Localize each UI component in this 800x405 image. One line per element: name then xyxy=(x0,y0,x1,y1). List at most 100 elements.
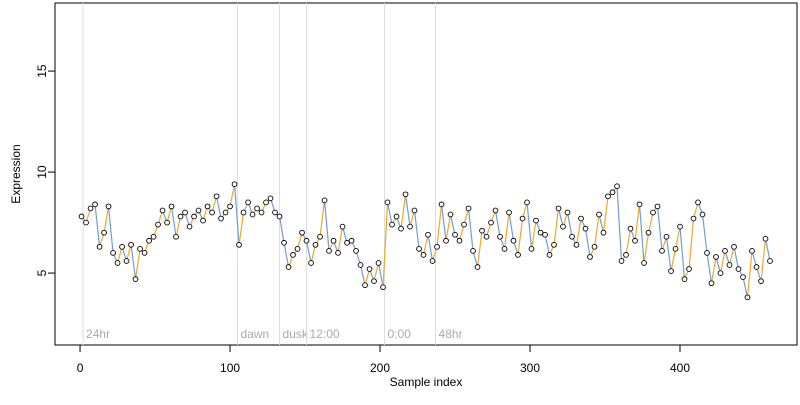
segment xyxy=(733,246,740,270)
point xyxy=(618,258,625,264)
point xyxy=(110,250,116,256)
point xyxy=(506,209,512,216)
point xyxy=(447,211,454,218)
point xyxy=(254,205,260,212)
segment xyxy=(359,264,366,286)
point xyxy=(231,181,238,188)
point xyxy=(213,193,220,200)
point xyxy=(510,237,517,244)
segment xyxy=(593,214,600,247)
point xyxy=(312,241,319,248)
point xyxy=(353,248,359,254)
point xyxy=(308,260,314,266)
y-axis-label: Expression xyxy=(9,144,23,203)
segment xyxy=(445,214,452,241)
point xyxy=(483,233,490,240)
point xyxy=(380,284,386,291)
point xyxy=(591,243,598,250)
point xyxy=(272,209,278,216)
segment xyxy=(647,212,654,233)
x-axis-label: Sample index xyxy=(390,375,463,389)
y-tick-label: 15 xyxy=(35,64,49,78)
segment xyxy=(602,196,609,233)
segment xyxy=(494,210,501,237)
point xyxy=(137,245,143,252)
segment xyxy=(674,226,681,249)
point xyxy=(533,217,539,224)
segment xyxy=(427,234,434,262)
segment xyxy=(643,232,650,264)
point xyxy=(416,245,422,252)
point xyxy=(555,205,562,212)
segment xyxy=(616,186,623,262)
point xyxy=(614,183,620,190)
segment xyxy=(625,228,632,256)
segment xyxy=(377,262,384,288)
point xyxy=(578,215,584,222)
segment xyxy=(517,218,524,255)
segment xyxy=(134,248,141,280)
segment xyxy=(746,250,753,298)
point xyxy=(596,211,602,218)
segment xyxy=(319,200,326,237)
plot-frame xyxy=(54,2,798,346)
segment xyxy=(544,234,551,256)
point xyxy=(474,264,481,270)
segment xyxy=(283,242,290,268)
point xyxy=(605,193,611,200)
point xyxy=(537,229,544,236)
point xyxy=(731,243,737,250)
point xyxy=(335,250,341,256)
point xyxy=(389,221,395,228)
point xyxy=(218,215,224,222)
point xyxy=(155,221,161,228)
point xyxy=(663,233,670,240)
point xyxy=(420,252,427,258)
point xyxy=(281,239,287,246)
point xyxy=(132,276,139,282)
point xyxy=(492,207,499,214)
point xyxy=(267,195,274,202)
point xyxy=(182,209,188,216)
point xyxy=(398,225,404,232)
point xyxy=(627,225,634,232)
point xyxy=(321,197,328,204)
point xyxy=(524,199,530,206)
point xyxy=(119,243,125,250)
segment xyxy=(575,218,582,245)
point xyxy=(623,252,629,258)
segment xyxy=(634,204,641,241)
segment xyxy=(337,226,344,253)
point xyxy=(357,262,364,268)
point xyxy=(114,260,121,266)
point xyxy=(713,254,719,260)
point xyxy=(735,266,742,272)
point xyxy=(371,278,377,285)
segment xyxy=(170,206,177,237)
segment xyxy=(175,216,182,237)
segment xyxy=(382,202,389,288)
segment xyxy=(584,228,591,258)
segment xyxy=(530,220,537,249)
point xyxy=(402,191,409,198)
segment xyxy=(107,206,114,253)
segment xyxy=(467,208,474,251)
point xyxy=(339,223,346,230)
point xyxy=(465,205,472,212)
point xyxy=(722,248,728,254)
point xyxy=(668,268,674,274)
point xyxy=(249,211,256,218)
point xyxy=(159,207,166,214)
point xyxy=(204,203,211,210)
point xyxy=(303,237,310,244)
point xyxy=(573,241,580,248)
point xyxy=(227,203,233,210)
segment xyxy=(760,238,767,282)
point xyxy=(263,199,269,206)
annotation-label: 24hr xyxy=(86,327,110,341)
segment xyxy=(701,214,708,253)
point xyxy=(708,280,715,287)
point xyxy=(690,215,697,222)
segment xyxy=(706,252,713,284)
